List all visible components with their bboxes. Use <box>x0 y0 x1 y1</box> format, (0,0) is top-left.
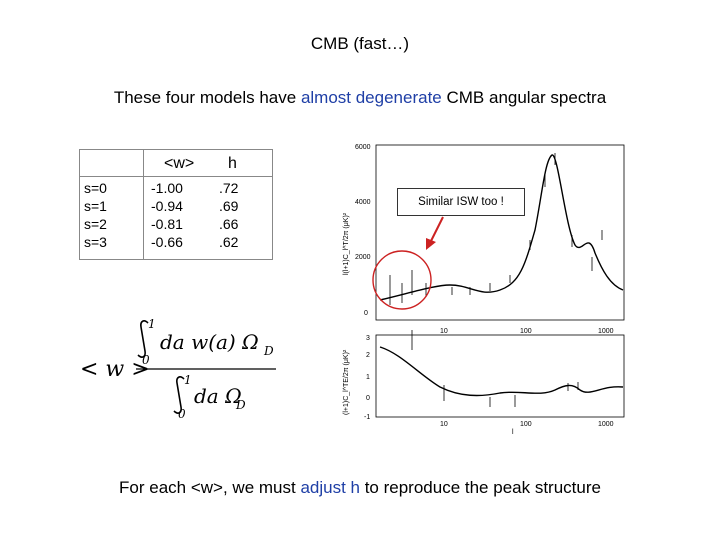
top-spectrum-curve <box>379 154 624 301</box>
top-plot-frame <box>375 144 625 321</box>
cell-s: s=3 <box>84 234 107 250</box>
top-x-tick: 1000 <box>598 328 614 335</box>
num-lower-limit: 0 <box>142 353 150 367</box>
bottom-x-tick: 10 <box>440 421 448 428</box>
top-y-label: l(l+1)C_l^T/2π (μK)² <box>343 212 350 275</box>
footer-part-2: to reproduce the peak structure <box>359 478 601 497</box>
subtitle-highlight: almost degenerate <box>300 88 442 107</box>
bottom-y-tick: -1 <box>364 414 370 421</box>
page-title: CMB (fast…) <box>310 34 410 53</box>
bottom-y-label: (l+1)C_l^TE/2π (μK)² <box>343 349 350 415</box>
table-divider-vertical <box>143 150 144 259</box>
integral-sign <box>173 376 185 414</box>
header-w: <w> <box>164 155 195 172</box>
num-body: da w(a) Ω <box>160 330 259 354</box>
bottom-x-label: l <box>512 429 514 435</box>
den-subscript: D <box>235 398 246 412</box>
col-w: -1.00 -0.94 -0.81 -0.66 <box>151 179 183 251</box>
top-data-points <box>389 153 603 305</box>
top-y-tick: 6000 <box>355 144 371 151</box>
cell-h: .62 <box>219 234 239 250</box>
den-body: da Ω <box>194 384 242 408</box>
footer-text: For each <w>, we must adjust h to reprod… <box>0 478 720 498</box>
cell-s: s=0 <box>84 180 107 196</box>
bottom-x-tick: 100 <box>520 421 532 428</box>
cell-w: -1.00 <box>151 180 183 196</box>
den-lower-limit: 0 <box>178 407 186 420</box>
highlight-circle <box>372 250 432 310</box>
top-y-tick: 2000 <box>355 254 371 261</box>
cell-s: s=2 <box>84 216 107 232</box>
subtitle: These four models have almost degenerate… <box>0 88 720 108</box>
top-y-tick: 4000 <box>355 199 371 206</box>
cell-w: -0.66 <box>151 234 183 250</box>
top-x-tick: 10 <box>440 328 448 335</box>
subtitle-part-2: CMB angular spectra <box>441 88 607 107</box>
callout-box: Similar ISW too ! <box>397 188 525 216</box>
top-x-tick: 100 <box>520 328 532 335</box>
cell-w: -0.94 <box>151 198 183 214</box>
bottom-y-tick: 1 <box>366 374 370 381</box>
cell-w: -0.81 <box>151 216 183 232</box>
top-y-tick: 0 <box>364 310 368 317</box>
bottom-y-tick: 0 <box>366 395 370 402</box>
col-s: s=0 s=1 s=2 s=3 <box>84 179 107 251</box>
equation: < w > 1 0 da w(a) Ω D 1 0 da Ω D <box>80 317 276 420</box>
footer-part-1: For each <w>, we must <box>119 478 301 497</box>
bottom-x-tick: 1000 <box>598 421 614 428</box>
footer-highlight: adjust h <box>300 478 360 497</box>
bottom-plot-frame <box>375 334 625 418</box>
num-upper-limit: 1 <box>148 317 156 331</box>
callout-arrow <box>429 216 444 244</box>
header-h: h <box>228 155 237 172</box>
cell-h: .66 <box>219 216 239 232</box>
cell-h: .72 <box>219 180 239 196</box>
model-table: <w> h s=0 s=1 s=2 s=3 -1.00 -0.94 -0.81 … <box>79 149 273 260</box>
bottom-data-points <box>411 330 579 407</box>
num-subscript: D <box>263 344 274 358</box>
table-divider-horizontal <box>80 176 272 177</box>
cmb-spectrum-plots: l(l+1)C_l^T/2π (μK)² 6000 4000 2000 0 10… <box>343 144 625 435</box>
col-h: .72 .69 .66 .62 <box>219 179 238 251</box>
den-upper-limit: 1 <box>184 373 192 387</box>
cell-s: s=1 <box>84 198 107 214</box>
subtitle-part-1: These four models have <box>113 88 301 107</box>
arrow-head-icon <box>426 238 436 250</box>
cell-h: .69 <box>219 198 239 214</box>
bottom-spectrum-curve <box>379 346 624 397</box>
bottom-y-tick: 3 <box>366 335 370 342</box>
integral-sign <box>137 320 149 358</box>
bottom-y-tick: 2 <box>366 352 370 359</box>
